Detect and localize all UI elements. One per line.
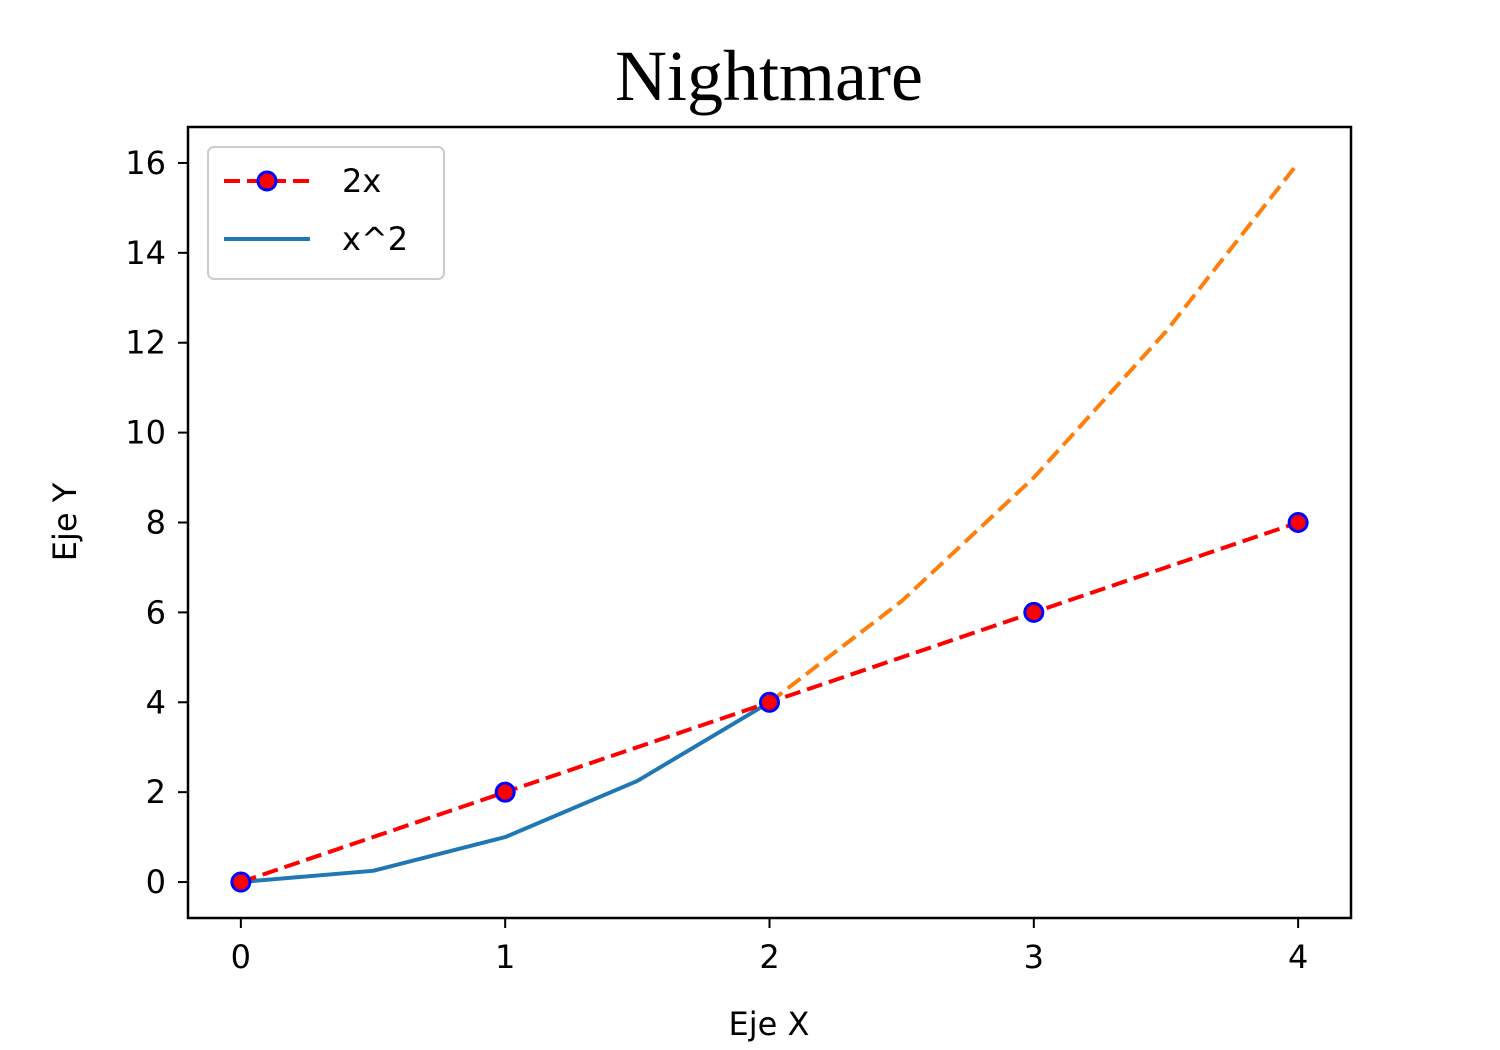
series-point-0 bbox=[1023, 601, 1045, 623]
legend-label-1: x^2 bbox=[342, 220, 408, 258]
x-tick-label: 0 bbox=[231, 938, 251, 976]
y-tick-label: 8 bbox=[146, 504, 166, 542]
series-line-1 bbox=[240, 700, 771, 885]
legend: 2x x^2 bbox=[207, 146, 445, 280]
series-point-0 bbox=[230, 871, 252, 893]
y-tick-label: 16 bbox=[125, 144, 166, 182]
series-point-0 bbox=[494, 781, 516, 803]
x-tick-label: 2 bbox=[759, 938, 779, 976]
y-tick-label: 12 bbox=[125, 324, 166, 362]
y-tick-label: 2 bbox=[146, 773, 166, 811]
y-tick-label: 4 bbox=[146, 683, 166, 721]
legend-label-0: 2x bbox=[342, 162, 381, 200]
legend-marker-0 bbox=[256, 170, 278, 192]
y-tick-label: 6 bbox=[146, 593, 166, 631]
x-axis-label: Eje X bbox=[729, 1005, 810, 1043]
series-line-2 bbox=[768, 161, 1300, 704]
x-tick-label: 4 bbox=[1288, 938, 1308, 976]
x-tick-label: 3 bbox=[1024, 938, 1044, 976]
y-tick-label: 14 bbox=[125, 234, 166, 272]
legend-box bbox=[207, 146, 445, 280]
x-tick-label: 1 bbox=[495, 938, 515, 976]
y-tick-label: 0 bbox=[146, 863, 166, 901]
chart-title: Nightmare bbox=[615, 36, 923, 116]
y-axis-label: Eje Y bbox=[46, 482, 84, 561]
series-point-0 bbox=[1287, 512, 1309, 533]
plot-layer bbox=[230, 161, 1309, 893]
series-point-0 bbox=[759, 691, 780, 713]
y-tick-label: 10 bbox=[125, 414, 166, 452]
